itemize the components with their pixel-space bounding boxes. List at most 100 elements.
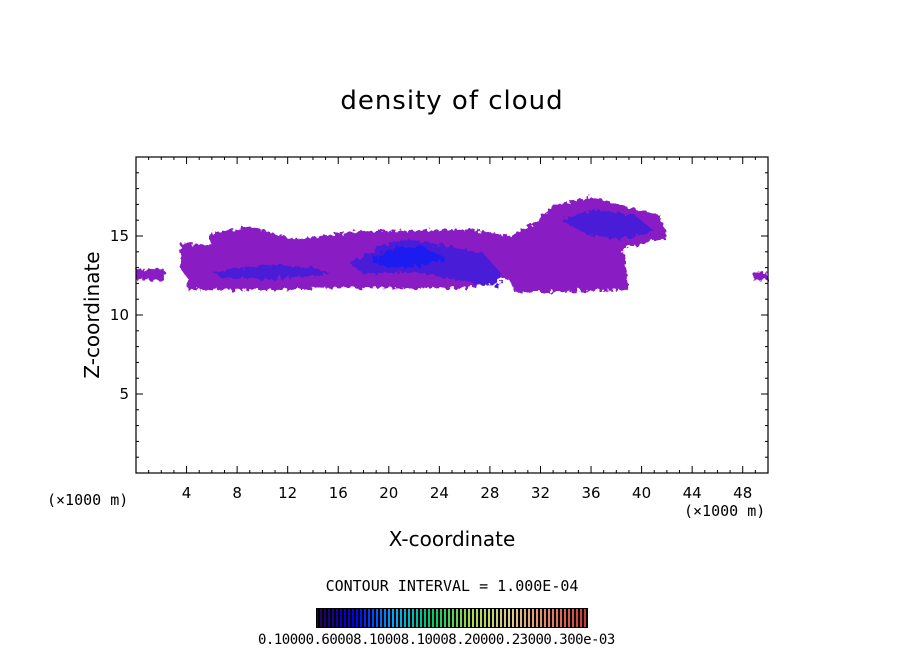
colorbar-segment — [498, 608, 500, 628]
colorbar-segment — [552, 608, 554, 628]
colorbar-segment — [414, 608, 416, 628]
colorbar-segment — [328, 608, 330, 628]
x-tick-label: 4 — [182, 484, 192, 502]
colorbar-segment — [566, 608, 568, 628]
y-axis-label: Z-coordinate — [80, 251, 104, 379]
colorbar-segment — [458, 608, 460, 628]
colorbar-segment — [540, 608, 542, 628]
colorbar-segment — [410, 608, 412, 628]
colorbar-segment — [550, 608, 552, 628]
y-tick-label: 5 — [119, 385, 129, 403]
chart-title: density of cloud — [340, 86, 564, 116]
colorbar-segment — [402, 608, 404, 628]
colorbar-segment — [370, 608, 372, 628]
colorbar-segment — [504, 608, 506, 628]
colorbar-segment — [432, 608, 434, 628]
colorbar-segment — [420, 608, 422, 628]
colorbar-segment — [514, 608, 516, 628]
cloud-region-right-edge — [752, 272, 768, 281]
colorbar-segment — [412, 608, 414, 628]
colorbar-segment — [512, 608, 514, 628]
colorbar-segment — [324, 608, 326, 628]
colorbar-segment — [376, 608, 378, 628]
colorbar-segment — [490, 608, 492, 628]
colorbar-segment — [452, 608, 454, 628]
colorbar-segment — [422, 608, 424, 628]
x-tick-label: 20 — [379, 484, 398, 502]
colorbar-segment — [368, 608, 370, 628]
colorbar-segment — [532, 608, 534, 628]
cloud-region-lower-left-streak — [211, 264, 332, 279]
colorbar-segment — [416, 608, 418, 628]
colorbar-segment — [548, 608, 550, 628]
x-axis-label: X-coordinate — [388, 527, 516, 551]
colorbar-segment — [576, 608, 578, 628]
colorbar-segment — [486, 608, 488, 628]
colorbar-segment — [556, 608, 558, 628]
colorbar-segment — [446, 608, 448, 628]
colorbar-segment — [502, 608, 504, 628]
colorbar-segment — [352, 608, 354, 628]
colorbar-segment — [510, 608, 512, 628]
colorbar-segment — [384, 608, 386, 628]
colorbar-segment — [322, 608, 324, 628]
colorbar-segment — [476, 608, 478, 628]
colorbar-segment — [518, 608, 520, 628]
colorbar-segment — [398, 608, 400, 628]
colorbar-segment — [396, 608, 398, 628]
colorbar-segment — [534, 608, 536, 628]
colorbar-segment — [580, 608, 582, 628]
colorbar-segment — [450, 608, 452, 628]
colorbar-segment — [360, 608, 362, 628]
colorbar-segment — [484, 608, 486, 628]
colorbar-segment — [560, 608, 562, 628]
colorbar-segment — [478, 608, 480, 628]
x-tick-label: 12 — [278, 484, 297, 502]
cloud-density-field — [136, 196, 768, 293]
colorbar-segment — [496, 608, 498, 628]
x-tick-label: 36 — [581, 484, 600, 502]
colorbar-segment — [340, 608, 342, 628]
colorbar-segment — [400, 608, 402, 628]
colorbar-segment — [570, 608, 572, 628]
x-tick-label: 16 — [329, 484, 348, 502]
colorbar-segment — [506, 608, 508, 628]
colorbar-segment — [332, 608, 334, 628]
colorbar-segment — [424, 608, 426, 628]
colorbar-segment — [466, 608, 468, 628]
colorbar-segment — [378, 608, 380, 628]
x-tick-label: 28 — [480, 484, 499, 502]
colorbar-segment — [390, 608, 392, 628]
colorbar-segment — [500, 608, 502, 628]
x-tick-label: 8 — [232, 484, 242, 502]
colorbar-segment — [564, 608, 566, 628]
colorbar-segment — [404, 608, 406, 628]
colorbar-segment — [436, 608, 438, 628]
colorbar-segment — [354, 608, 356, 628]
y-tick-label: 15 — [110, 227, 129, 245]
cloud-region-left-edge — [136, 269, 166, 281]
colorbar-segment — [406, 608, 408, 628]
colorbar-segment — [382, 608, 384, 628]
colorbar-segment — [334, 608, 336, 628]
colorbar-segment — [462, 608, 464, 628]
colorbar-segment — [426, 608, 428, 628]
colorbar-segment — [520, 608, 522, 628]
colorbar-segment — [542, 608, 544, 628]
x-tick-label: 48 — [733, 484, 752, 502]
colorbar-segment — [558, 608, 560, 628]
colorbar-segment — [366, 608, 368, 628]
colorbar-segment — [480, 608, 482, 628]
colorbar-segment — [538, 608, 540, 628]
colorbar-segment — [330, 608, 332, 628]
colorbar-labels: 0.10000.60008.10008.10008.20000.23000.30… — [258, 632, 615, 648]
colorbar-segment — [392, 608, 394, 628]
colorbar-segment — [578, 608, 580, 628]
colorbar-segment — [456, 608, 458, 628]
colorbar-segment — [430, 608, 432, 628]
colorbar-segment — [488, 608, 490, 628]
colorbar-segment — [554, 608, 556, 628]
colorbar-segment — [394, 608, 396, 628]
x-tick-label: 40 — [632, 484, 651, 502]
